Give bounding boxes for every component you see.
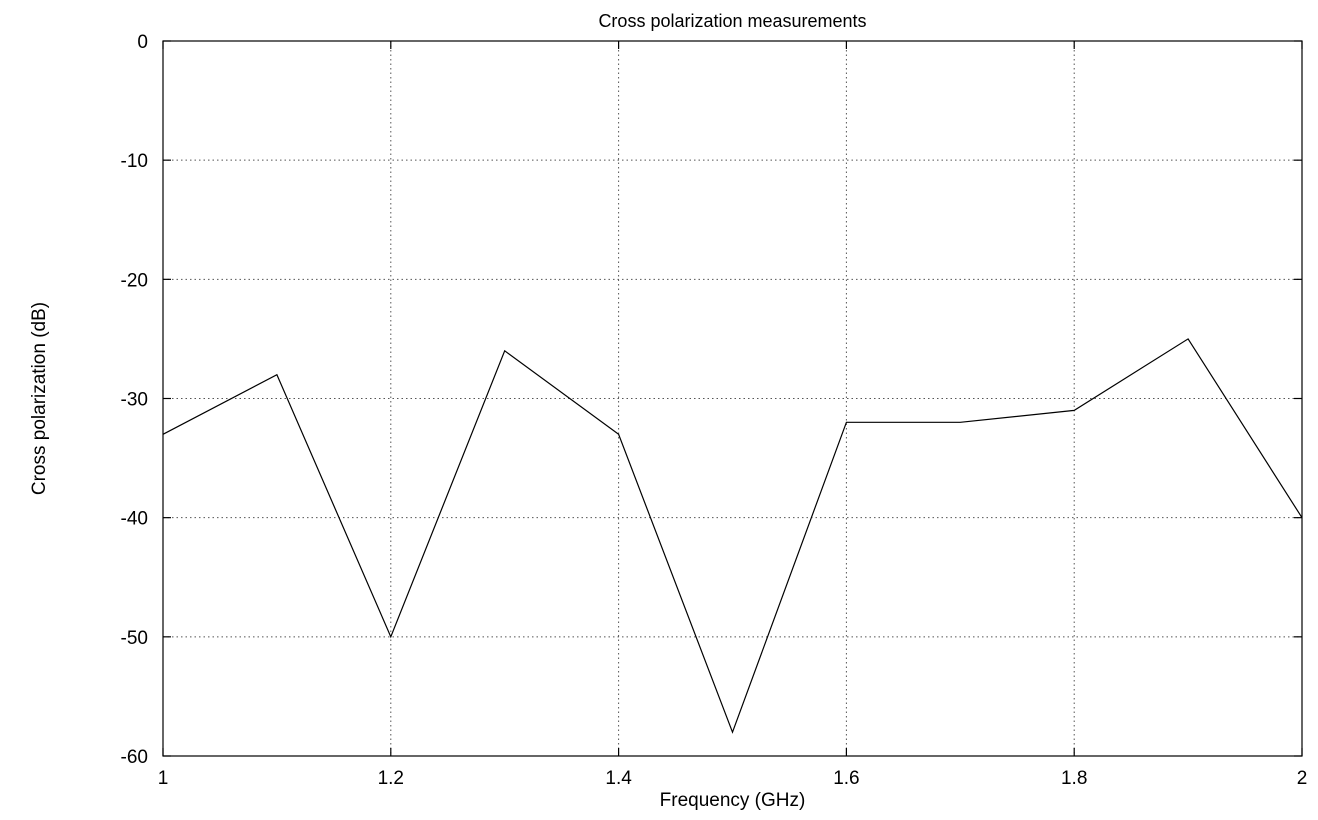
series-line [162, 338, 1303, 734]
grid [163, 41, 1302, 756]
y-tick-label: -30 [121, 390, 148, 411]
x-tick-label: 2 [1297, 768, 1308, 789]
y-tick-label: -50 [121, 628, 148, 649]
x-tick-label: 1 [158, 768, 169, 789]
x-tick-label: 1.4 [605, 768, 632, 789]
y-tick-label: 0 [137, 32, 148, 53]
y-tick-label: -20 [121, 270, 148, 291]
series-layer [162, 338, 1303, 734]
x-tick-label: 1.2 [378, 768, 404, 789]
y-tick-label: -10 [121, 151, 148, 172]
y-tick-labels: 0 -10 -20 -30 -40 -50 -60 [121, 32, 148, 768]
x-tick-label: 1.8 [1061, 768, 1087, 789]
x-axis-label: Frequency (GHz) [660, 790, 806, 811]
x-tick-label: 1.6 [833, 768, 859, 789]
y-tick-label: -60 [121, 747, 148, 768]
chart-title: Cross polarization measurements [598, 11, 866, 31]
x-tick-labels: 1 1.2 1.4 1.6 1.8 2 [158, 768, 1308, 789]
y-axis-label: Cross polarization (dB) [29, 302, 50, 495]
y-tick-label: -40 [121, 509, 148, 530]
ticks [162, 40, 1303, 757]
